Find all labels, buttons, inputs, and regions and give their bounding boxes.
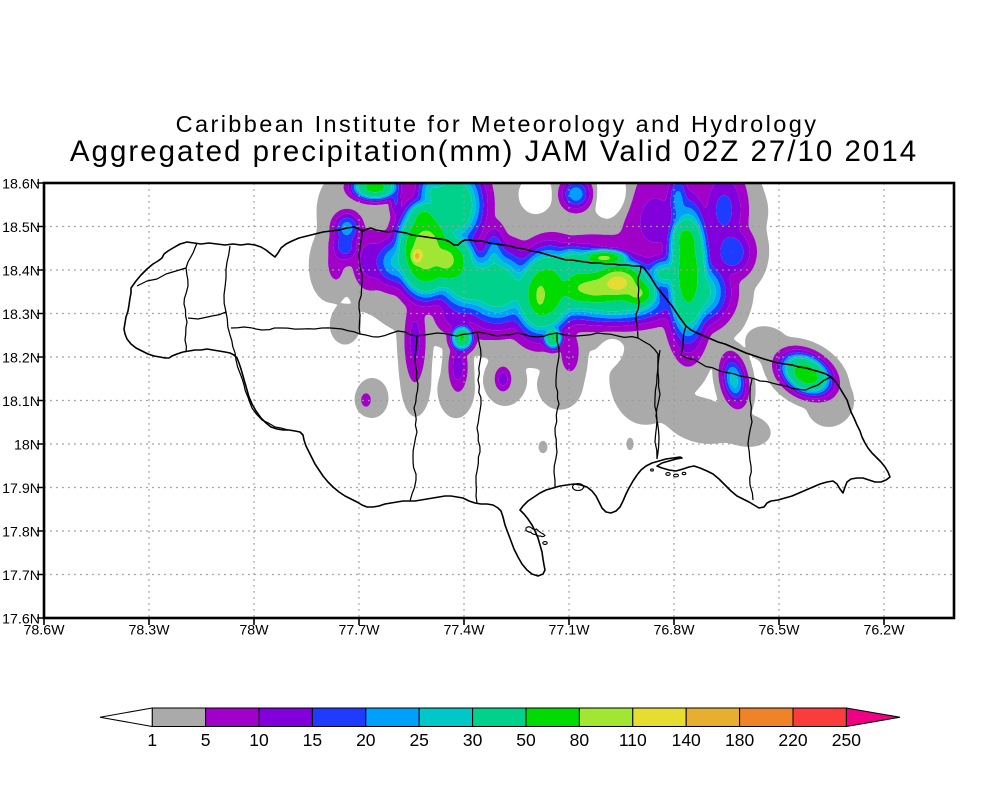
svg-text:Caribbean Institute for Meteor: Caribbean Institute for Meteorology and … — [176, 111, 819, 137]
svg-text:110: 110 — [619, 730, 647, 750]
svg-text:18.6N: 18.6N — [2, 176, 40, 192]
svg-text:140: 140 — [672, 730, 701, 750]
svg-text:18.4N: 18.4N — [2, 263, 40, 279]
svg-text:77.7W: 77.7W — [338, 623, 380, 639]
svg-text:250: 250 — [832, 730, 861, 750]
svg-text:20: 20 — [356, 730, 376, 750]
svg-text:18.1N: 18.1N — [2, 394, 40, 410]
svg-text:18.3N: 18.3N — [2, 307, 40, 323]
svg-text:25: 25 — [409, 730, 428, 750]
svg-text:18.2N: 18.2N — [2, 350, 40, 366]
svg-text:30: 30 — [463, 730, 483, 750]
svg-text:17.9N: 17.9N — [2, 481, 40, 497]
svg-text:78.6W: 78.6W — [23, 623, 65, 639]
svg-text:77.1W: 77.1W — [548, 623, 590, 639]
svg-text:1: 1 — [147, 730, 157, 750]
svg-text:77.4W: 77.4W — [443, 623, 485, 639]
svg-text:50: 50 — [516, 730, 536, 750]
svg-text:18.5N: 18.5N — [2, 220, 40, 236]
svg-text:76.5W: 76.5W — [758, 623, 800, 639]
svg-text:17.6N: 17.6N — [2, 611, 40, 627]
svg-text:10: 10 — [249, 730, 269, 750]
svg-text:76.2W: 76.2W — [863, 623, 905, 639]
svg-text:18N: 18N — [14, 437, 40, 453]
svg-text:5: 5 — [201, 730, 211, 750]
svg-text:Aggregated precipitation(mm) J: Aggregated precipitation(mm) JAM Valid 0… — [70, 135, 918, 168]
svg-text:76.8W: 76.8W — [653, 623, 695, 639]
svg-text:78W: 78W — [239, 623, 269, 639]
svg-text:180: 180 — [725, 730, 754, 750]
svg-text:80: 80 — [570, 730, 590, 750]
svg-text:17.8N: 17.8N — [2, 524, 40, 540]
svg-text:78.3W: 78.3W — [128, 623, 170, 639]
svg-text:220: 220 — [778, 730, 807, 750]
svg-text:17.7N: 17.7N — [2, 568, 40, 584]
svg-text:15: 15 — [303, 730, 322, 750]
